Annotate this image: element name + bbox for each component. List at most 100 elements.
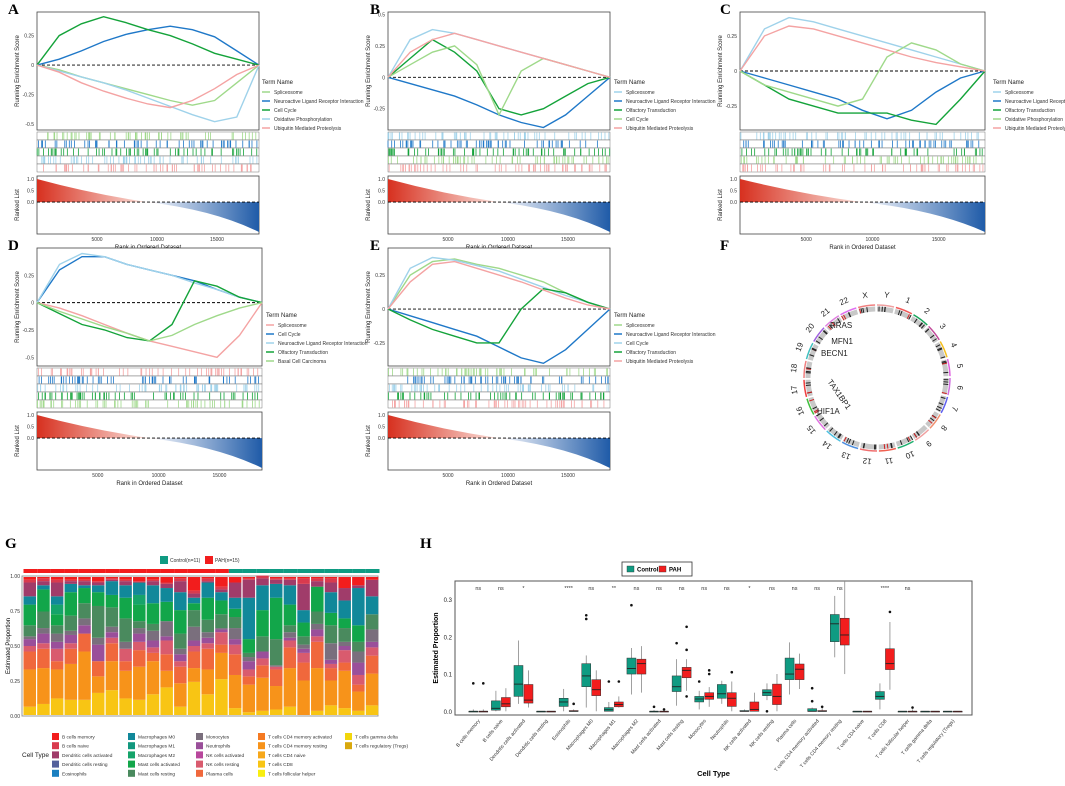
x-tick: 5000: [801, 237, 812, 243]
bar-segment: [311, 611, 324, 624]
box-control: [491, 700, 501, 711]
es-curve-0: [739, 16, 986, 72]
bar-segment: [297, 636, 310, 645]
outlier-point: [707, 672, 711, 676]
legend-term: Olfactory Transduction: [626, 350, 676, 356]
bar-segment: [228, 577, 242, 583]
barcode-row: [387, 139, 611, 149]
es-y-tick: 0.5: [378, 13, 385, 19]
group-annotation-bar: [187, 569, 202, 573]
bar-segment: [187, 681, 201, 715]
chromosome-label: 12: [862, 456, 872, 466]
x-tick: 15000: [561, 473, 575, 479]
rank-y-tick: 0.0: [27, 436, 34, 442]
es-y-tick: -0.25: [23, 328, 35, 334]
legend-swatch: [345, 742, 352, 750]
bar-segment: [283, 625, 297, 633]
chromosome-ideogram: [911, 424, 928, 439]
legend-label: Monocytes: [206, 735, 230, 741]
y-tick: 0.25: [10, 679, 20, 685]
significance-label: ns: [905, 586, 911, 592]
bar-segment: [37, 703, 50, 715]
box-control: [830, 614, 840, 642]
bar-segment: [160, 582, 173, 584]
bar-segment: [78, 603, 91, 619]
legend-title: Cell Type: [22, 752, 49, 759]
group-annotation-bar: [91, 569, 106, 573]
x-tick: 10000: [501, 473, 515, 479]
bar-segment: [311, 623, 324, 630]
legend-swatch: [196, 733, 203, 740]
chromosome-arc: [841, 441, 859, 450]
bar-segment: [174, 661, 187, 667]
es-y-label: Running Enrichment Score: [15, 270, 21, 342]
bar-segment: [37, 578, 50, 582]
outlier-point: [584, 613, 588, 617]
bar-segment: [78, 618, 91, 626]
group-annotation-bar: [105, 569, 120, 573]
bar-segment: [37, 648, 50, 669]
bar-segment: [133, 577, 146, 582]
bar-segment: [187, 577, 201, 591]
x-tick: 5000: [442, 473, 453, 479]
bar-segment: [133, 666, 146, 700]
gene-label: HIF1A: [817, 407, 840, 416]
box-pah: [501, 697, 511, 708]
outlier-point: [697, 680, 701, 683]
bar-segment: [201, 597, 214, 620]
cytoband: [929, 334, 935, 339]
y-tick: 0.00: [10, 714, 20, 720]
group-annotation-bar: [50, 569, 65, 573]
bar-segment: [228, 639, 242, 645]
rank-y-label: Ranked List: [15, 189, 21, 221]
es-y-tick: 0: [734, 69, 737, 75]
bar-segment: [174, 654, 187, 662]
cytoband: [866, 307, 869, 313]
legend-swatch: [128, 769, 135, 777]
legend-swatch: [345, 733, 352, 740]
chromosome-label: 13: [840, 450, 852, 462]
barcode-row: [387, 399, 611, 409]
outlier-point: [810, 699, 814, 703]
es-y-tick: 0.25: [375, 44, 385, 50]
chromosome-ideogram: [934, 342, 946, 360]
chromosome-label: 3: [938, 322, 948, 331]
chromosome-label: 15: [805, 423, 818, 436]
bar-segment: [201, 632, 214, 638]
cytoband: [818, 336, 823, 341]
cytoband: [831, 322, 836, 327]
bar-segment: [146, 585, 160, 604]
bar-segment: [174, 683, 187, 707]
group-annotation-bar: [160, 569, 175, 573]
bar-segment: [23, 651, 36, 670]
outlier-point: [630, 603, 633, 607]
bar-segment: [23, 625, 36, 637]
group-legend-label: PAH(n=15): [215, 558, 240, 564]
cytoband: [924, 328, 930, 333]
cytoband: [837, 318, 841, 323]
bar-segment: [311, 586, 324, 612]
bar-segment: [23, 579, 36, 583]
bar-segment: [228, 608, 242, 618]
es-y-label: Running Enrichment Score: [366, 270, 372, 342]
bar-segment: [228, 617, 242, 629]
bar-segment: [174, 633, 187, 649]
significance-label: *: [748, 586, 751, 592]
bar-segment: [160, 577, 173, 583]
bar-segment: [119, 648, 132, 662]
bar-segment: [37, 668, 50, 704]
bar-segment: [23, 669, 36, 707]
rank-y-label: Ranked List: [15, 425, 21, 457]
bar-segment: [297, 662, 310, 681]
bar-segment: [64, 648, 78, 664]
cytoband: [829, 427, 834, 432]
legend-box: [621, 561, 693, 577]
chromosome-label: 4: [949, 341, 959, 349]
bar-segment: [187, 603, 201, 611]
chromosome-label: 5: [955, 363, 965, 369]
legend-swatch: [196, 742, 203, 750]
chromosome-arc: [803, 379, 808, 398]
chromosome-label: 18: [789, 363, 799, 373]
bar-segment: [201, 643, 214, 649]
rank-y-tick: 0.5: [378, 189, 385, 195]
